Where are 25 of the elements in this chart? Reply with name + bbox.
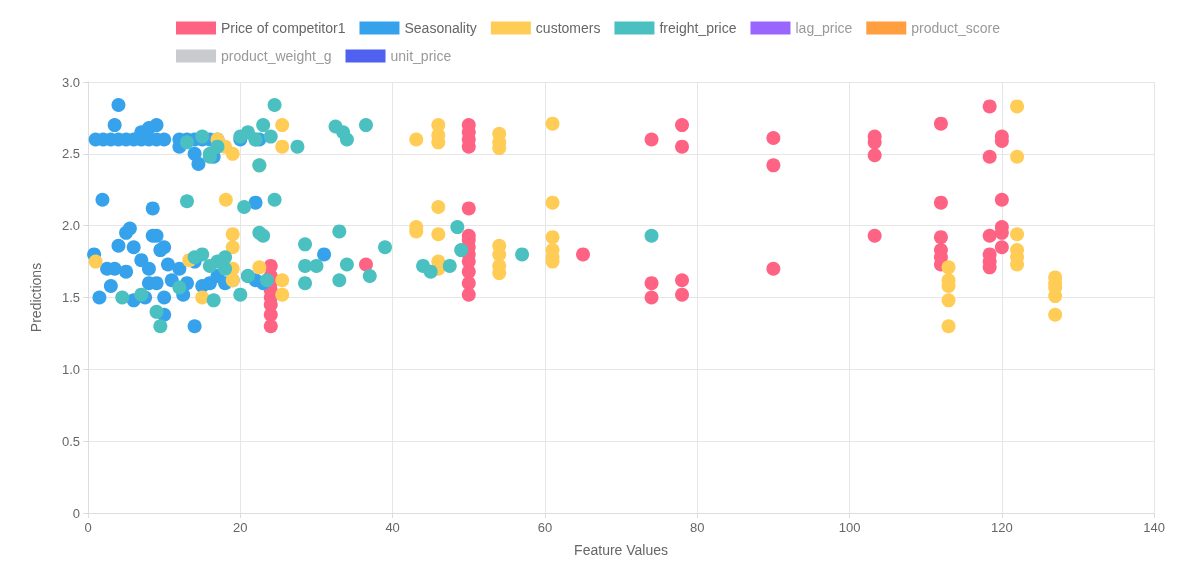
legend-label: unit_price <box>390 48 452 64</box>
x-tick-label: 40 <box>385 520 400 535</box>
x-tick-label: 20 <box>233 520 248 535</box>
legend-label: product_score <box>911 20 1001 36</box>
y-tick-label: 2.0 <box>61 218 80 234</box>
x-axis-title: Feature Values <box>574 542 669 558</box>
y-axis-title: Predictions <box>28 262 44 333</box>
y-tick-label: 3.0 <box>61 74 80 90</box>
x-tick-label: 100 <box>838 520 861 535</box>
legend-label: lag_price <box>795 20 853 36</box>
y-tick-label: 0.5 <box>61 433 80 449</box>
y-tick-label: 1.0 <box>61 361 80 377</box>
y-tick-label: 1.5 <box>61 290 80 305</box>
x-tick-label: 120 <box>991 520 1013 535</box>
legend-label: customers <box>535 20 601 36</box>
x-tick-label: 140 <box>1143 520 1166 535</box>
legend-label: Price of competitor1 <box>220 20 346 36</box>
x-tick-label: 0 <box>84 520 92 535</box>
x-tick-label: 80 <box>690 520 705 535</box>
x-tick-label: 60 <box>537 520 553 535</box>
legend-label: freight_price <box>659 20 737 36</box>
legend-label: product_weight_g <box>220 48 332 64</box>
legend-label: Seasonality <box>404 20 477 36</box>
y-tick-label: 2.5 <box>61 146 80 162</box>
y-tick-label: 0 <box>72 505 80 521</box>
